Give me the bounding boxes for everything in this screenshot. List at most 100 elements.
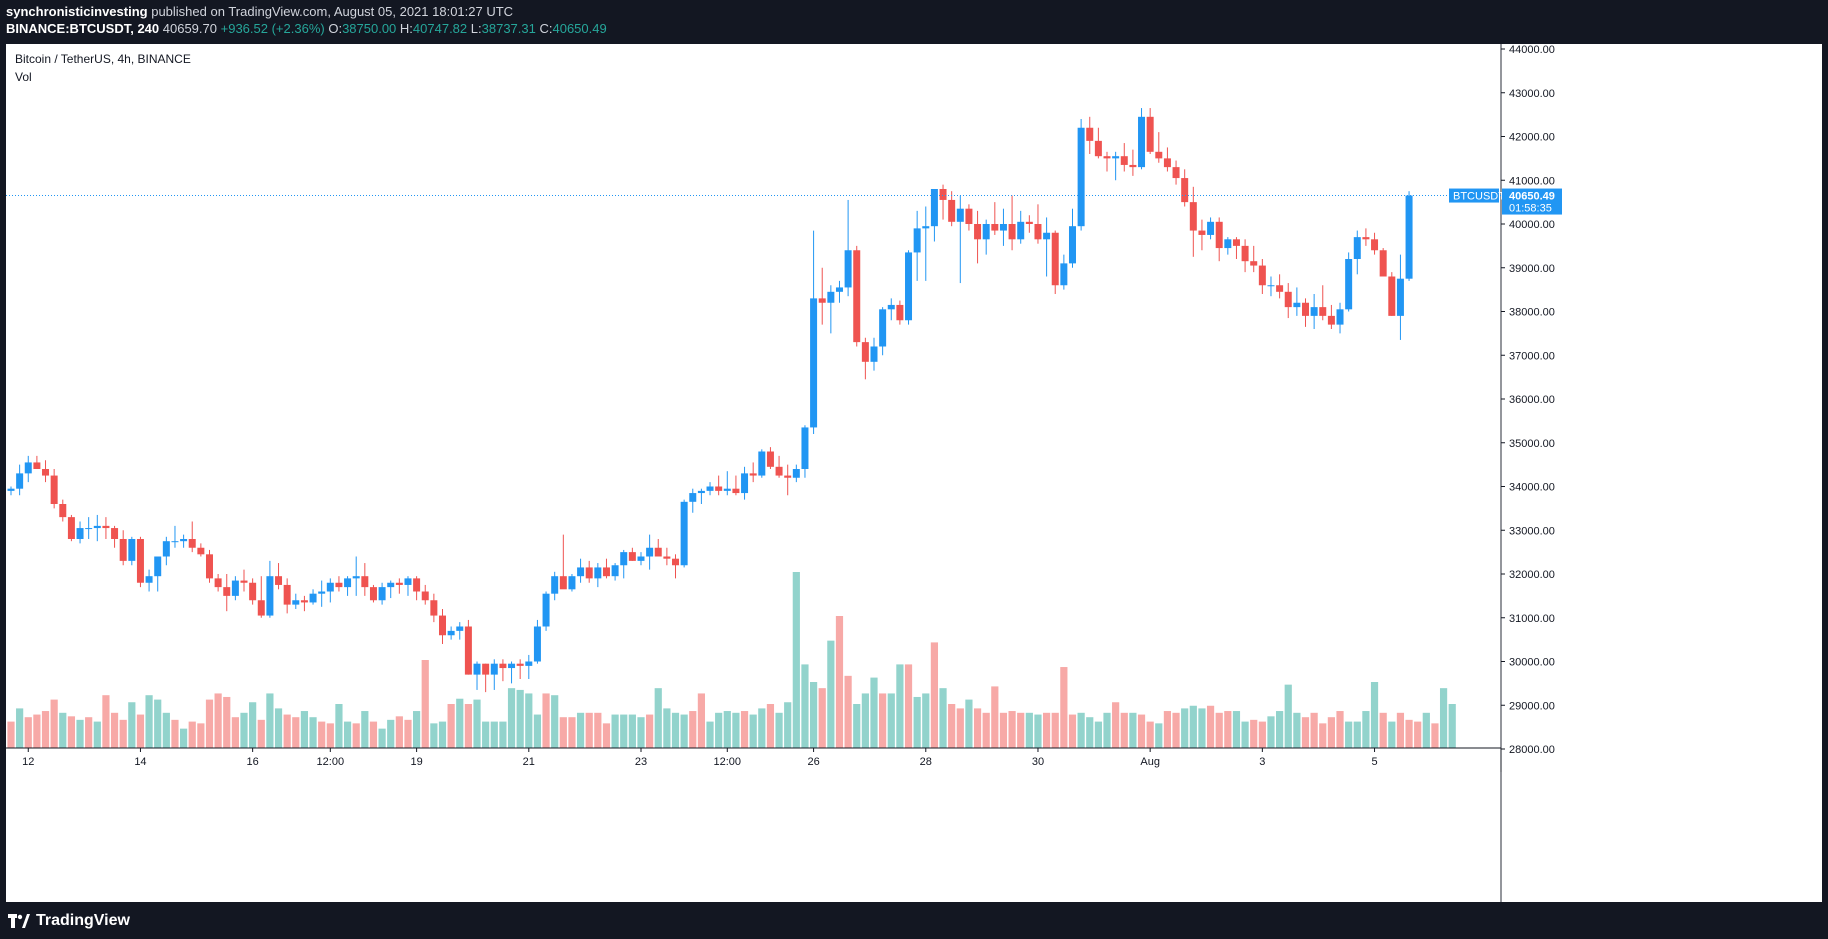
volume-bar — [110, 712, 119, 748]
close-value: 40650.49 — [552, 21, 607, 36]
candle-body — [999, 224, 1007, 231]
time-tick-label: 12:00 — [714, 756, 742, 768]
volume-bar — [887, 693, 895, 748]
candle-body — [853, 250, 861, 343]
candle-body — [965, 208, 973, 224]
candle-body — [559, 576, 567, 590]
candle-body — [369, 587, 377, 601]
volume-bar — [939, 688, 947, 748]
volume-bar — [197, 723, 205, 748]
volume-bar — [784, 702, 792, 748]
volume-bar — [1276, 711, 1284, 748]
volume-bar — [913, 696, 921, 748]
price-tick-label: 42000.00 — [1509, 132, 1555, 144]
time-tick-label: 23 — [635, 756, 647, 768]
volume-bar — [1267, 716, 1275, 748]
candle-body — [59, 504, 67, 518]
volume-bar — [171, 719, 179, 748]
author-name[interactable]: synchronisticinvesting — [6, 4, 148, 19]
volume-bar — [965, 699, 973, 748]
close-label: C: — [539, 21, 553, 36]
volume-bar — [999, 712, 1008, 748]
tradingview-logo[interactable]: TradingView — [8, 912, 130, 930]
candle-body — [646, 547, 654, 557]
candle-body — [352, 576, 360, 579]
volume-bar — [33, 714, 41, 748]
volume-bar — [1310, 712, 1318, 748]
volume-bar — [1172, 712, 1180, 748]
candle-body — [1034, 224, 1042, 240]
volume-bar — [214, 693, 222, 748]
low-label: L: — [470, 21, 482, 36]
volume-bar — [447, 704, 455, 748]
volume-bar — [1077, 712, 1085, 748]
published-info: published on TradingView.com, August 05,… — [151, 4, 514, 19]
candle-body — [136, 539, 144, 583]
volume-bar — [1206, 705, 1215, 748]
candle-body — [439, 615, 446, 636]
candle-body — [1353, 237, 1361, 259]
volume-bar — [1181, 708, 1189, 748]
volume-bar — [715, 712, 723, 748]
price-tick-label: 28000.00 — [1509, 744, 1555, 756]
candle-body — [1232, 239, 1240, 246]
time-tick-label: 19 — [410, 756, 422, 768]
volume-bar — [1414, 721, 1422, 748]
volume-bar — [1388, 721, 1396, 748]
candle-body — [525, 661, 533, 666]
candle-body — [283, 584, 291, 605]
volume-bar — [395, 716, 403, 748]
candle-body — [991, 224, 999, 231]
candlestick-chart[interactable]: 28000.00 29000.00 30000.00 31000.00 32000.00… — [6, 44, 1822, 902]
volume-bar — [827, 640, 835, 748]
volume-bar — [697, 693, 705, 748]
price-tick-label: 32000.00 — [1509, 569, 1555, 581]
chart-area[interactable]: 28000.00 29000.00 30000.00 31000.00 32000.00… — [6, 44, 1822, 902]
volume-bar — [499, 721, 507, 748]
candle-body — [464, 626, 472, 675]
candle-body — [413, 578, 421, 592]
time-tick-label: 12 — [22, 756, 34, 768]
candle-body — [421, 591, 429, 601]
volume-bar — [1043, 712, 1051, 748]
candle-body — [1310, 307, 1318, 316]
tradingview-logo-icon — [8, 914, 30, 928]
candle-body — [76, 528, 84, 539]
price-tick-label: 29000.00 — [1509, 700, 1555, 712]
volume-bar — [1353, 721, 1361, 748]
volume-bar — [1250, 719, 1258, 748]
candle-body — [577, 567, 585, 577]
volume-bar — [240, 712, 248, 748]
price-tick-label: 44000.00 — [1509, 44, 1555, 56]
volume-bar — [1422, 712, 1430, 748]
candle-body — [1250, 261, 1258, 266]
volume-bar — [24, 717, 32, 748]
volume-bar — [602, 723, 611, 748]
volume-bar — [671, 712, 680, 748]
candle-body — [732, 488, 740, 494]
candle-body — [1276, 285, 1284, 292]
candle-body — [939, 189, 947, 200]
volume-bar — [818, 688, 826, 748]
candle-body — [680, 501, 688, 566]
candle-body — [628, 552, 636, 561]
price-tick-label: 40000.00 — [1509, 219, 1555, 231]
candle-body — [257, 600, 265, 616]
candle-body — [1302, 302, 1309, 316]
candle-body — [551, 576, 559, 594]
candle-body — [395, 582, 403, 585]
candle-body — [214, 578, 222, 588]
time-tick-label: 30 — [1032, 756, 1044, 768]
chart-title: Bitcoin / TetherUS, 4h, BINANCE — [15, 52, 191, 66]
volume-bar — [464, 704, 472, 748]
candle-body — [85, 528, 93, 530]
high-label: H: — [399, 21, 413, 36]
volume-bar — [896, 664, 904, 748]
candle-body — [887, 304, 895, 310]
volume-bar — [50, 699, 58, 748]
volume-bar — [628, 714, 636, 748]
candle-body — [1155, 151, 1163, 159]
candle-body — [1345, 259, 1353, 310]
candle-body — [1215, 221, 1223, 249]
candle-body — [1319, 307, 1327, 316]
